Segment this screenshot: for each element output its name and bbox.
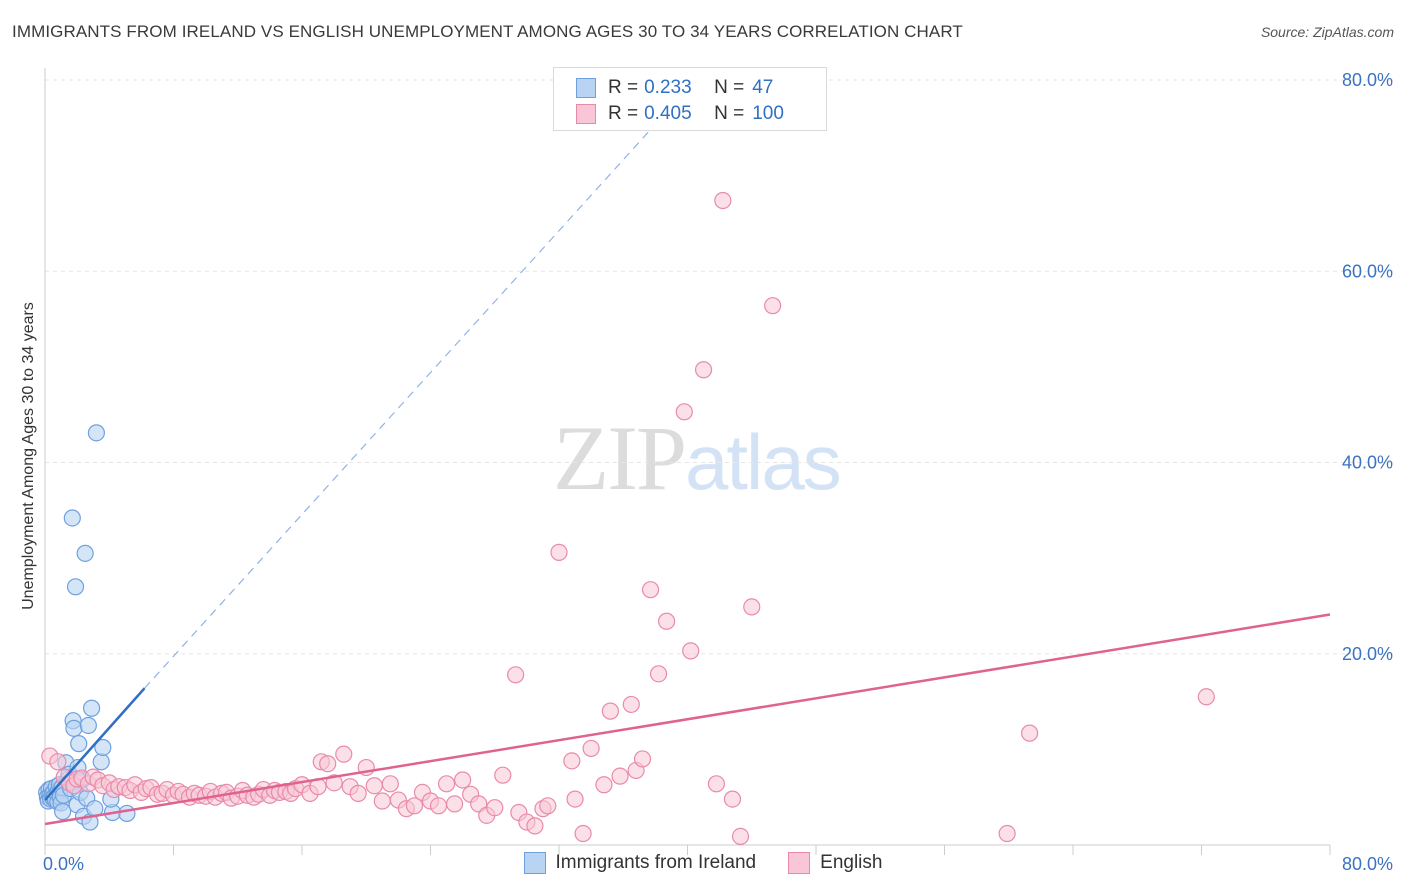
ireland-point [54,802,72,821]
ireland-point [63,509,81,527]
y-tick-label: 80.0% [1342,70,1393,90]
r-label: R = [608,103,639,124]
english-point [574,824,592,843]
legend-item-ireland[interactable]: Immigrants from Ireland [523,852,757,874]
english-point [437,775,456,793]
n-label: N = [714,77,745,98]
ireland-point [118,804,136,823]
english-point [595,776,613,794]
english-point [365,777,383,795]
english-point [675,403,693,421]
english-point [349,784,367,802]
y-axis-label: Unemployment Among Ages 30 to 34 years [20,302,37,610]
ireland-point [87,424,106,442]
legend-label-ireland: Immigrants from Ireland [555,852,757,873]
x-tick-label: 0.0% [43,854,84,874]
ireland-point [66,578,85,596]
chart-title: IMMIGRANTS FROM IRELAND VS ENGLISH UNEMP… [12,22,963,41]
english-point [563,752,581,770]
english-point [682,642,700,660]
english-point [723,790,742,808]
ireland-point [82,699,101,717]
english-point [381,775,399,793]
english-point [373,792,391,810]
n-value-ireland: 47 [752,77,774,98]
english-point [526,817,544,835]
ireland-trend-extension [144,79,696,689]
n-value-english: 100 [752,103,784,124]
ireland-point [92,753,110,771]
english-point [550,543,568,561]
english-point [1021,724,1039,742]
series-ireland-points [38,424,136,831]
source-credit: Source: ZipAtlas.com [1260,24,1394,40]
english-point [998,824,1016,843]
english-swatch-icon [576,104,596,124]
trend-lines [44,79,1331,826]
series-legend: Immigrants from Ireland English [0,852,1406,874]
english-point [658,612,676,630]
x-tick-label: 80.0% [1342,854,1393,874]
english-trend-line [44,613,1331,826]
y-tick-label: 60.0% [1342,261,1393,281]
ireland-swatch-icon [576,78,596,98]
axes [44,68,1331,855]
english-point [335,745,353,763]
legend-row-ireland: R = 0.233 N = 47 [576,76,773,100]
english-point [714,191,732,210]
english-point [731,827,750,845]
ireland-trend-line [44,687,146,801]
english-point [743,598,761,616]
legend-row-english: R = 0.405 N = 100 [576,102,784,126]
english-point [1197,688,1215,706]
english-point [694,361,713,379]
english-point [454,771,472,789]
english-point [764,297,782,315]
english-point [641,581,660,599]
english-point [507,666,525,684]
r-label: R = [608,77,639,98]
tick-labels: 20.0% 40.0% 60.0% 80.0% 0.0% 80.0% [43,70,1393,874]
english-point [582,739,600,758]
series-english-points [41,191,1215,845]
english-point [649,665,668,683]
r-value-ireland: 0.233 [644,77,692,98]
ireland-point [79,716,97,735]
english-point [325,774,343,792]
watermark-zip: ZIP [553,407,687,509]
ireland-legend-icon [523,852,546,874]
english-point [405,797,424,815]
ireland-point [94,738,112,757]
grid-lines [45,79,1393,655]
english-point [429,797,448,815]
english-point [633,750,652,768]
english-point [707,775,726,793]
ireland-point [76,544,94,562]
english-point [601,702,620,720]
y-tick-label: 40.0% [1342,453,1393,473]
english-point [445,795,464,813]
ireland-point [70,735,88,753]
legend-label-english: English [820,852,883,873]
n-label: N = [714,103,745,124]
english-point [539,797,557,815]
english-point [494,766,512,784]
correlation-legend: R = 0.233 N = 47 R = 0.405 N = 100 [553,67,827,131]
english-point [611,767,629,785]
english-legend-icon [788,852,811,874]
ireland-point [65,719,83,737]
english-point [486,799,504,817]
english-point [566,790,584,808]
r-value-english: 0.405 [644,103,692,124]
english-point [319,755,337,773]
english-point [49,753,67,771]
legend-item-english[interactable]: English [788,852,882,874]
english-point [622,695,640,714]
y-tick-label: 20.0% [1342,644,1393,664]
